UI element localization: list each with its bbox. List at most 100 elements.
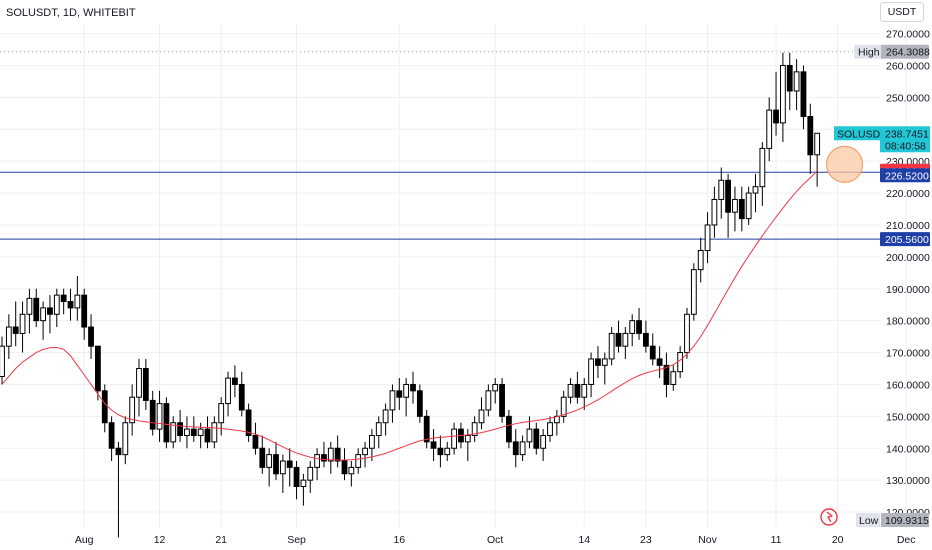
candle — [656, 346, 663, 379]
candle-body — [348, 466, 355, 475]
candle-body — [362, 447, 368, 456]
price-tick-label: 250.0000 — [886, 92, 930, 104]
time-tick-label: 11 — [771, 534, 782, 546]
candle-body — [540, 434, 547, 449]
high-value-tag-text: 264.3088 — [886, 47, 930, 59]
candle — [814, 132, 821, 187]
candle-body — [492, 383, 499, 392]
candle-body — [410, 383, 416, 392]
candle — [300, 473, 307, 506]
candle-body — [19, 313, 26, 334]
candle-body — [403, 383, 410, 398]
candle-body — [478, 409, 485, 424]
candle — [245, 403, 252, 442]
symbol-tag-bg — [834, 126, 880, 141]
last-price-bg — [880, 126, 930, 153]
candle-body — [752, 186, 759, 194]
candle-body — [519, 441, 526, 456]
candle-body — [40, 307, 47, 322]
candle — [615, 320, 622, 353]
candle — [574, 371, 581, 404]
candle — [485, 384, 492, 417]
candle-body — [684, 313, 690, 354]
candle — [334, 435, 341, 468]
time-tick-label: Oct — [487, 534, 503, 546]
candle — [136, 358, 142, 417]
candle — [5, 314, 12, 359]
candle — [19, 301, 26, 353]
candle — [252, 422, 259, 455]
chart-title: SOLUSDT, 1D, WHITEBIT — [6, 7, 136, 19]
candle-body — [177, 422, 183, 436]
candle-body — [245, 409, 252, 436]
candle — [307, 461, 314, 493]
tradingview-logo-icon[interactable] — [820, 508, 838, 526]
candle — [738, 186, 745, 232]
candle — [129, 384, 136, 436]
highlight-circle[interactable] — [825, 145, 864, 183]
candle-body — [718, 179, 725, 200]
time-tick-label: 14 — [578, 534, 590, 546]
candle-body — [629, 320, 636, 334]
price-tick-label: 180.0000 — [886, 316, 930, 328]
candle — [279, 454, 286, 493]
price-axis[interactable]: 120.0000130.0000140.0000150.0000160.0000… — [886, 29, 930, 519]
candle-body — [588, 358, 595, 385]
candle-body — [471, 422, 478, 436]
candle — [519, 435, 526, 462]
horizontal-levels[interactable] — [0, 171, 880, 240]
moving-average-line — [1, 170, 818, 461]
candle — [81, 288, 88, 340]
time-axis[interactable]: Aug 12 21 Sep 16 Oct 14 23 Nov 11 20 Dec — [75, 534, 916, 546]
candle-body — [204, 428, 211, 443]
price-tick-label: 210.0000 — [886, 220, 930, 232]
candle — [47, 295, 53, 334]
candle — [184, 416, 190, 449]
candle — [369, 429, 375, 462]
candle — [780, 52, 786, 143]
high-tag: High — [854, 44, 882, 59]
candle-body — [786, 64, 793, 92]
candle-body — [211, 422, 218, 443]
candle-body — [464, 434, 471, 443]
price-tick-label: 160.0000 — [886, 379, 930, 391]
highlight-annotation[interactable] — [825, 145, 864, 183]
candle-body — [670, 371, 677, 385]
candle-body — [190, 428, 197, 436]
candle-body — [122, 422, 129, 456]
time-tick-label: 20 — [832, 534, 844, 546]
candle-body — [725, 179, 732, 213]
candle — [362, 441, 368, 468]
candle-body — [142, 368, 149, 401]
level-value-tag-bg — [880, 168, 930, 183]
candle-body — [601, 358, 608, 366]
level-value-tag: 205.5600 — [880, 232, 930, 247]
candle-body — [273, 454, 279, 475]
candle — [122, 416, 129, 465]
level-value-tag: 226.5200 — [880, 168, 930, 183]
candle-body — [732, 198, 738, 213]
candle — [26, 288, 33, 334]
candle — [601, 352, 608, 385]
candle-body — [512, 441, 519, 456]
candle-body — [232, 377, 238, 385]
currency-button[interactable]: USDT — [880, 2, 924, 22]
candle-body — [423, 415, 430, 443]
candle-body — [286, 460, 293, 468]
candle-body — [416, 390, 423, 417]
time-tick-label: Nov — [698, 534, 717, 546]
candle — [506, 409, 512, 449]
candle — [266, 448, 273, 487]
candle — [53, 288, 60, 328]
candle — [416, 384, 423, 423]
candle-body — [33, 297, 40, 322]
candle-body — [321, 454, 327, 462]
candle-body — [533, 428, 540, 449]
candle-body — [252, 434, 259, 449]
candle-body — [677, 352, 684, 373]
candle — [704, 212, 711, 264]
candle-body — [293, 466, 300, 488]
